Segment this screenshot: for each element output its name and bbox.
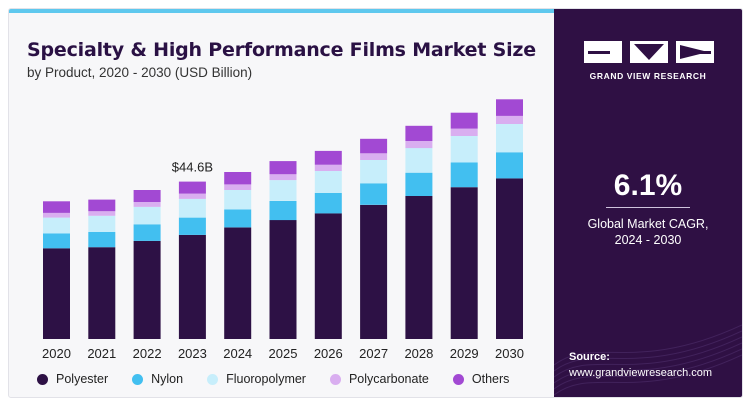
chart-subtitle: by Product, 2020 - 2030 (USD Billion) [27, 65, 253, 80]
bar-2030-fluoropolymer [496, 124, 523, 153]
legend-item-nylon: Nylon [132, 372, 183, 386]
cagr-caption-line2: 2024 - 2030 [614, 233, 682, 247]
bar-2021-polyester [88, 247, 116, 339]
x-tick-2021: 2021 [87, 346, 116, 361]
bar-2030-others [496, 99, 523, 116]
x-tick-2025: 2025 [269, 346, 298, 361]
bar-2029-nylon [450, 162, 478, 188]
bar-2022-fluoropolymer [133, 207, 161, 225]
cagr-value: 6.1% [613, 169, 683, 202]
bar-2027-polyester [360, 204, 388, 339]
cagr-caption-line1: Global Market CAGR, [587, 217, 709, 231]
panel-wave-pattern [554, 324, 742, 396]
bar-2023-polyester [178, 234, 206, 339]
bar-2020-others [43, 201, 70, 213]
bar-2030-polyester [496, 178, 523, 339]
bar-2029-fluoropolymer [450, 136, 478, 163]
bar-2029-polycarbonate [450, 128, 478, 136]
bar-2030-nylon [496, 152, 523, 179]
bar-2024-others [224, 172, 252, 185]
cagr-divider [606, 207, 690, 208]
bar-2023-polycarbonate [178, 193, 206, 199]
chart-title: Specialty & High Performance Films Marke… [27, 39, 536, 61]
bar-2025-fluoropolymer [269, 180, 297, 201]
bar-2026-others [314, 150, 342, 165]
legend-item-polycarbonate: Polycarbonate [329, 372, 429, 386]
legend-swatch-others [452, 373, 464, 385]
bar-2028-polycarbonate [405, 141, 433, 149]
bar-2025-polycarbonate [269, 174, 297, 181]
legend-label-polycarbonate: Polycarbonate [348, 372, 429, 386]
bar-2028-nylon [405, 172, 433, 196]
bar-2027-fluoropolymer [360, 160, 388, 184]
bar-2020-polyester [43, 248, 70, 339]
bar-2021-polycarbonate [88, 211, 116, 216]
legend-swatch-polyester [37, 373, 48, 385]
bar-2025-others [269, 161, 297, 175]
x-tick-2024: 2024 [223, 346, 252, 361]
gvr-logo [584, 41, 714, 63]
x-tick-2028: 2028 [404, 346, 433, 361]
legend-label-nylon: Nylon [151, 372, 184, 386]
bar-2029-others [450, 112, 478, 129]
info-panel: GRAND VIEW RESEARCH 6.1% Global Market C… [554, 9, 742, 397]
bar-2030-polycarbonate [496, 115, 523, 124]
data-label-2023: $44.6B [172, 160, 213, 175]
bar-2028-polyester [405, 196, 433, 339]
bar-2026-fluoropolymer [314, 171, 342, 193]
brand-name: GRAND VIEW RESEARCH [589, 71, 707, 81]
cagr-caption: Global Market CAGR, 2024 - 2030 [554, 216, 742, 248]
x-tick-2027: 2027 [359, 346, 388, 361]
bar-2020-nylon [43, 233, 70, 249]
bar-2023-fluoropolymer [178, 198, 206, 218]
bar-2021-others [88, 199, 116, 212]
bar-2025-polyester [269, 220, 297, 339]
chart-card: Specialty & High Performance Films Marke… [8, 8, 743, 398]
bar-2024-polycarbonate [224, 184, 252, 190]
legend-swatch-nylon [132, 373, 144, 385]
bar-2022-others [133, 190, 161, 202]
legend-swatch-polycarbonate [329, 373, 341, 385]
bar-2024-fluoropolymer [224, 190, 252, 210]
bar-2020-fluoropolymer [43, 217, 70, 234]
bar-2027-polycarbonate [360, 153, 388, 160]
bar-2027-nylon [360, 183, 388, 205]
bar-2024-nylon [224, 209, 252, 228]
chart-legend: Polyester Nylon Fluoropolymer Polycarbonate… [37, 372, 533, 386]
x-tick-2029: 2029 [450, 346, 479, 361]
x-tick-2022: 2022 [133, 346, 162, 361]
x-tick-2023: 2023 [178, 346, 207, 361]
bar-2026-nylon [314, 192, 342, 214]
bar-2023-others [178, 181, 206, 194]
bar-2026-polycarbonate [314, 164, 342, 171]
bar-2022-polycarbonate [133, 202, 161, 207]
x-tick-2020: 2020 [42, 346, 71, 361]
legend-item-polyester: Polyester [37, 372, 108, 386]
bar-2022-nylon [133, 224, 161, 241]
bar-2023-nylon [178, 217, 206, 235]
bar-2028-fluoropolymer [405, 148, 433, 173]
source-label: Source: [569, 351, 610, 363]
x-tick-2026: 2026 [314, 346, 343, 361]
source-url[interactable]: www.grandviewresearch.com [569, 367, 713, 379]
legend-label-fluoropolymer: Fluoropolymer [226, 372, 306, 386]
stacked-bar-chart: 2020 2021 2022 2023 2024 2025 2026 2027 2028 2029… [42, 99, 524, 361]
x-tick-2030: 2030 [495, 346, 524, 361]
legend-item-fluoropolymer: Fluoropolymer [207, 372, 306, 386]
bar-2026-polyester [314, 213, 342, 339]
bar-2029-polyester [450, 187, 478, 339]
legend-item-others: Others [452, 372, 510, 386]
bar-2027-others [360, 138, 388, 154]
bar-2025-nylon [269, 201, 297, 221]
bar-2021-fluoropolymer [88, 215, 116, 232]
top-accent-bar [9, 9, 554, 13]
bar-2020-polycarbonate [43, 213, 70, 218]
bar-2022-polyester [133, 240, 161, 339]
bar-2024-polyester [224, 227, 252, 339]
legend-label-polyester: Polyester [56, 372, 109, 386]
bar-2028-others [405, 125, 433, 141]
bar-2021-nylon [88, 232, 116, 248]
legend-swatch-fluoropolymer [207, 373, 219, 385]
legend-label-others: Others [471, 372, 510, 386]
